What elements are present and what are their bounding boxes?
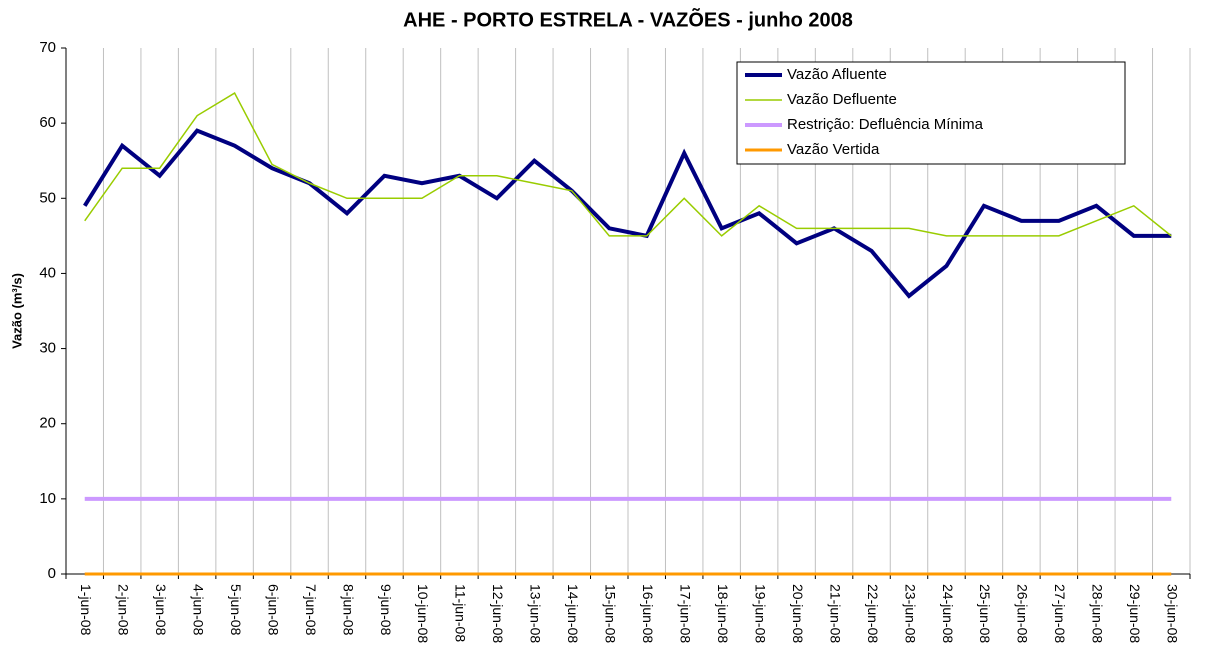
legend-label: Vazão Vertida bbox=[787, 141, 880, 158]
y-tick-label: 70 bbox=[39, 39, 56, 56]
x-tick-label: 15-jun-08 bbox=[603, 584, 619, 643]
x-tick-label: 20-jun-08 bbox=[790, 584, 806, 643]
x-tick-label: 13-jun-08 bbox=[528, 584, 544, 643]
x-tick-label: 28-jun-08 bbox=[1090, 584, 1106, 643]
legend-label: Vazão Afluente bbox=[787, 66, 887, 83]
x-tick-label: 11-jun-08 bbox=[453, 584, 469, 642]
legend-label: Restrição: Defluência Mínima bbox=[787, 116, 984, 133]
y-tick-label: 0 bbox=[48, 565, 56, 582]
y-tick-label: 50 bbox=[39, 189, 56, 206]
y-tick-label: 40 bbox=[39, 264, 56, 281]
x-tick-label: 21-jun-08 bbox=[827, 584, 843, 643]
x-tick-label: 24-jun-08 bbox=[940, 584, 956, 643]
x-tick-label: 16-jun-08 bbox=[640, 584, 656, 643]
y-tick-label: 10 bbox=[39, 490, 56, 507]
x-tick-label: 25-jun-08 bbox=[977, 584, 993, 643]
series-line bbox=[83, 128, 1172, 299]
y-tick-label: 60 bbox=[39, 114, 56, 131]
x-tick-label: 1-jun-08 bbox=[78, 584, 94, 636]
x-tick-label: 10-jun-08 bbox=[415, 584, 431, 643]
x-tick-label: 7-jun-08 bbox=[303, 584, 319, 636]
legend-label: Vazão Defluente bbox=[787, 91, 897, 108]
x-tick-label: 6-jun-08 bbox=[265, 584, 281, 636]
y-tick-label: 30 bbox=[39, 340, 56, 357]
x-tick-label: 18-jun-08 bbox=[715, 584, 731, 643]
x-tick-label: 8-jun-08 bbox=[340, 584, 356, 636]
x-tick-label: 29-jun-08 bbox=[1127, 584, 1143, 643]
x-tick-label: 30-jun-08 bbox=[1165, 584, 1181, 643]
x-tick-label: 2-jun-08 bbox=[115, 584, 131, 636]
x-tick-label: 12-jun-08 bbox=[490, 584, 506, 643]
x-tick-label: 27-jun-08 bbox=[1052, 584, 1068, 643]
x-tick-label: 17-jun-08 bbox=[677, 584, 693, 643]
y-axis-label: Vazão (m³/s) bbox=[9, 273, 24, 349]
x-tick-label: 4-jun-08 bbox=[190, 584, 206, 636]
chart-title: AHE - PORTO ESTRELA - VAZÕES - junho 200… bbox=[403, 7, 853, 31]
x-tick-label: 22-jun-08 bbox=[865, 584, 881, 643]
x-tick-label: 14-jun-08 bbox=[565, 584, 581, 643]
x-tick-label: 5-jun-08 bbox=[228, 584, 244, 636]
x-tick-label: 23-jun-08 bbox=[902, 584, 918, 643]
x-tick-label: 3-jun-08 bbox=[153, 584, 169, 636]
series-line bbox=[84, 92, 1172, 237]
x-tick-label: 9-jun-08 bbox=[378, 584, 394, 636]
y-tick-label: 20 bbox=[39, 415, 56, 432]
x-tick-label: 19-jun-08 bbox=[752, 584, 768, 643]
legend-box bbox=[736, 61, 1126, 165]
x-tick-label: 26-jun-08 bbox=[1015, 584, 1031, 643]
